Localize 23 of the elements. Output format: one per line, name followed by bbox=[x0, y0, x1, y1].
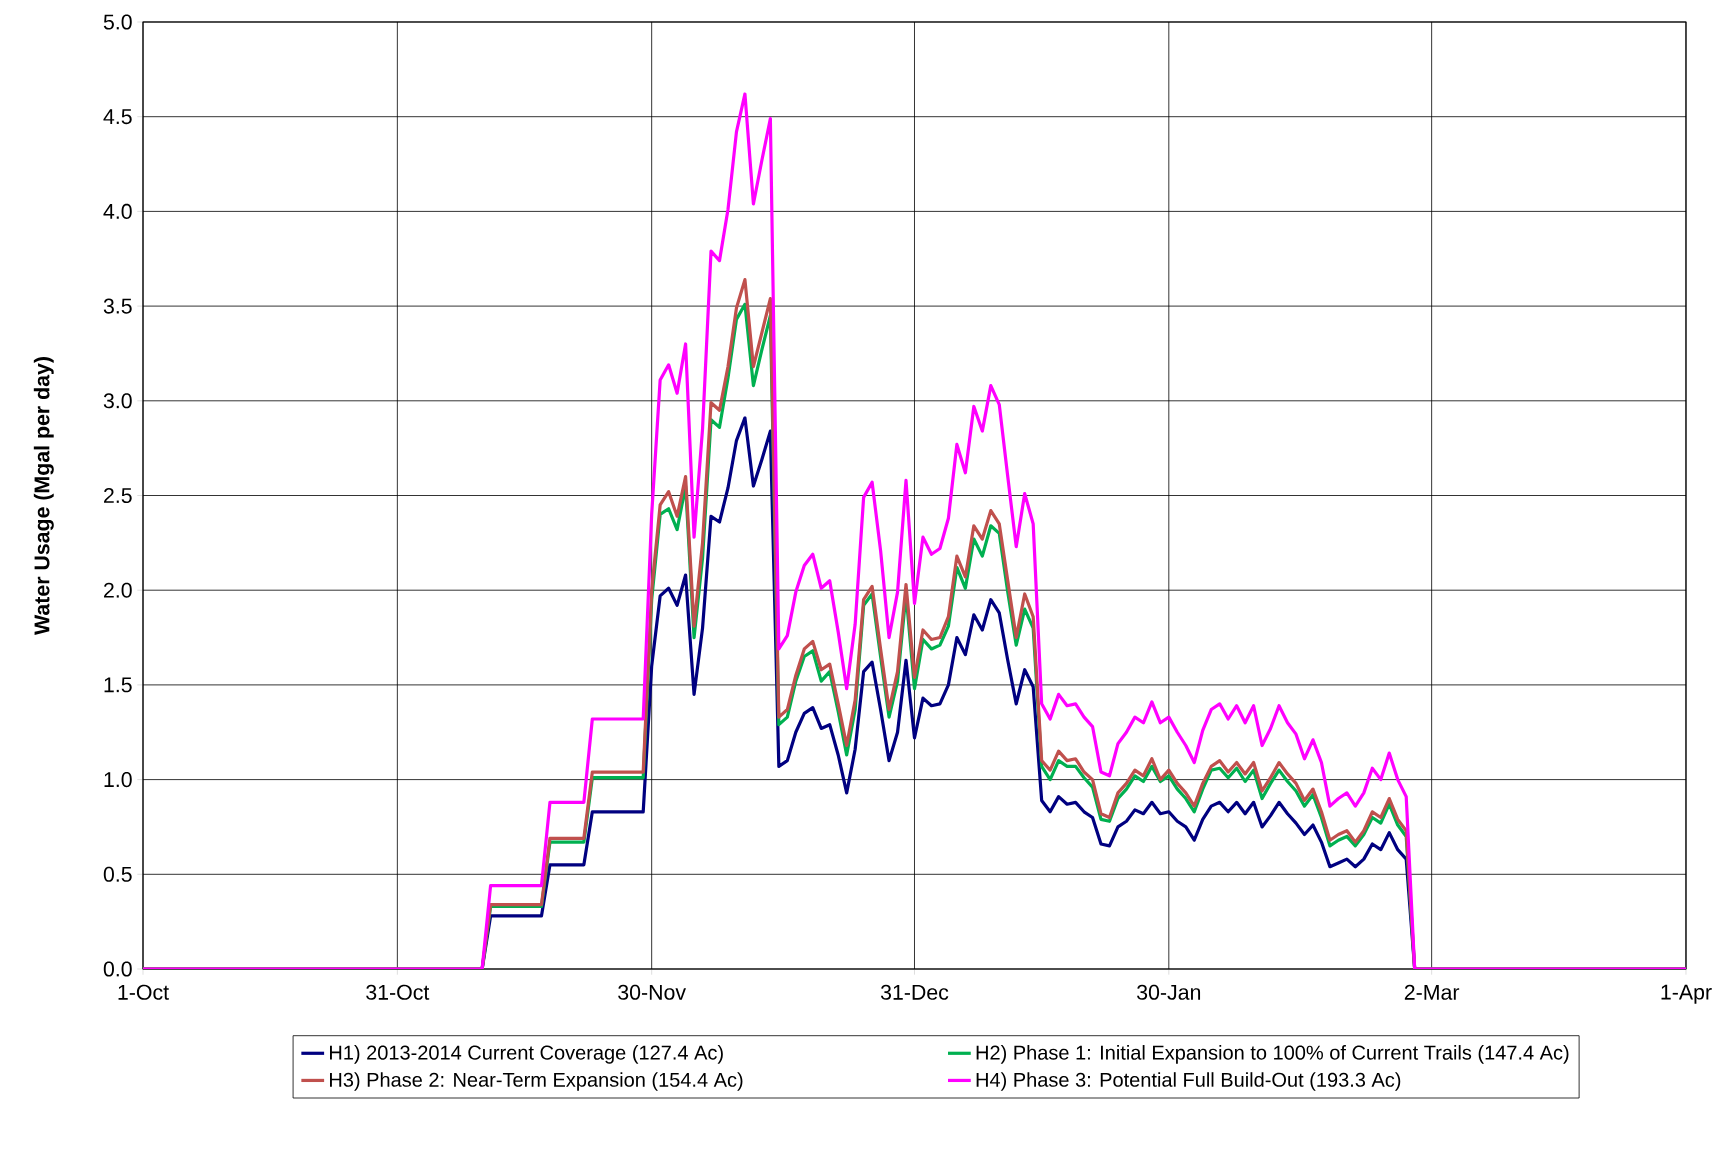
y-tick-label: 0.5 bbox=[103, 866, 132, 882]
y-tick-label: 5.0 bbox=[103, 14, 132, 30]
y-tick-label: 1.5 bbox=[104, 677, 132, 693]
y-tick-label: 4.0 bbox=[103, 203, 132, 219]
x-tick-label: 31-Dec bbox=[880, 984, 949, 1000]
y-tick-label: 3.5 bbox=[103, 298, 132, 314]
y-tick-label: 2.0 bbox=[104, 582, 132, 598]
y-tick-label: 1.0 bbox=[104, 772, 132, 788]
x-tick-label: 2-Mar bbox=[1404, 984, 1460, 1000]
y-tick-label: 3.0 bbox=[103, 393, 132, 409]
y-tick-label: 2.5 bbox=[104, 487, 132, 504]
y-tick-label: 4.5 bbox=[103, 109, 132, 125]
legend-label: H1) 2013-2014 Current Coverage (127.4 Ac) bbox=[330, 1045, 723, 1064]
x-tick-label: 30-Jan bbox=[1137, 984, 1201, 1000]
x-tick-label: 30-Nov bbox=[618, 984, 686, 1000]
y-axis-title: Water Usage (Mgal per day) bbox=[33, 357, 54, 635]
x-tick-label: 31-Oct bbox=[366, 984, 430, 1000]
legend-label: H2) Phase 1: Initial Expansion to 100% of Current Trails (147.4 Ac) bbox=[976, 1045, 1569, 1064]
x-tick-label: 1-Apr bbox=[1661, 984, 1712, 1004]
x-tick-label: 1-Oct bbox=[118, 984, 169, 1000]
y-tick-label: 0.0 bbox=[103, 961, 132, 977]
legend-label: H3) Phase 2: Near-Term Expansion (154.4 Ac) bbox=[330, 1072, 743, 1091]
legend-label: H4) Phase 3: Potential Full Build-Out (193.3 Ac) bbox=[976, 1072, 1401, 1091]
